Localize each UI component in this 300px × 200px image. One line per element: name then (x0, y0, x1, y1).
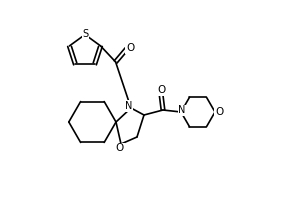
Text: N: N (178, 105, 186, 115)
Text: O: O (158, 85, 166, 95)
Text: O: O (215, 107, 223, 117)
Text: N: N (125, 101, 133, 111)
Text: O: O (116, 143, 124, 153)
Text: S: S (82, 29, 88, 39)
Text: O: O (126, 43, 134, 53)
